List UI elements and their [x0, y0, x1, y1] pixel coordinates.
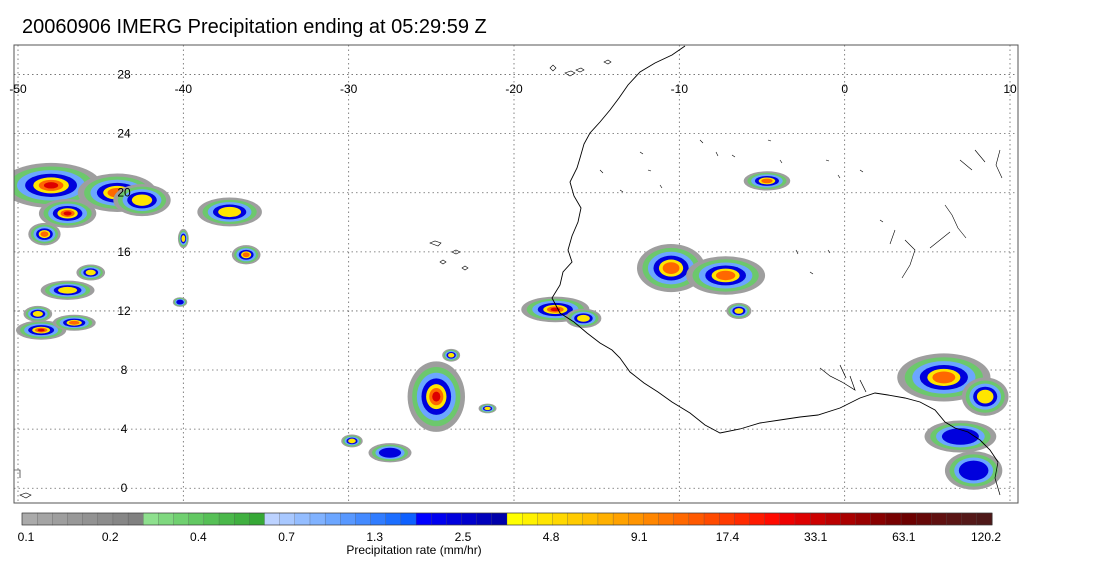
precip-cell — [442, 348, 461, 362]
precip-contour — [662, 262, 680, 274]
precip-contour — [37, 328, 45, 332]
lat-tick-label: 24 — [117, 127, 131, 141]
colorbar-tick-label: 0.1 — [18, 530, 35, 544]
precip-contour — [176, 299, 184, 305]
precip-cell — [478, 403, 497, 414]
precip-cell — [172, 297, 188, 307]
precip-contour — [68, 320, 80, 325]
precip-contour — [378, 447, 402, 458]
precip-contour — [85, 269, 96, 276]
precip-contour — [181, 235, 186, 242]
precip-contour — [32, 311, 43, 317]
precip-cell — [341, 434, 363, 448]
inland-lake-lines — [889, 149, 1003, 279]
lat-tick-label: 28 — [117, 68, 131, 82]
lat-tick-label: 0 — [121, 481, 128, 495]
africa-coastline — [14, 45, 1003, 499]
colorbar-tick-label: 4.8 — [543, 530, 560, 544]
lon-tick-label: -40 — [175, 82, 193, 96]
lon-tick-label: 10 — [1003, 82, 1017, 96]
latitude-labels: 0 4 8 12 16 20 24 28 — [117, 68, 131, 496]
graticule-grid — [14, 45, 1018, 503]
lat-tick-label: 20 — [117, 186, 131, 200]
precip-contour — [58, 286, 78, 294]
precipitation-field — [14, 162, 1009, 490]
lat-tick-label: 8 — [121, 363, 128, 377]
precip-cell — [23, 305, 53, 322]
island-outlines — [14, 59, 612, 499]
precip-cell — [14, 162, 102, 208]
precip-contour — [447, 352, 455, 358]
precip-cell — [197, 197, 262, 227]
precipitation-map: -50 -40 -30 -20 -10 0 10 0 4 8 12 16 20 24 28 — [9, 44, 1019, 504]
precip-cell — [407, 361, 465, 432]
precip-contour — [484, 406, 491, 411]
colorbar-tick-label: 0.4 — [190, 530, 207, 544]
lon-tick-label: -10 — [671, 82, 689, 96]
lon-tick-label: -20 — [505, 82, 523, 96]
precip-cell — [961, 377, 1009, 416]
lat-tick-label: 4 — [121, 422, 128, 436]
precip-cell — [177, 228, 189, 249]
west-africa-coast-line — [551, 45, 889, 434]
colorbar-tick-label: 1.3 — [366, 530, 383, 544]
colorbar-tick-label: 63.1 — [892, 530, 916, 544]
precip-cell — [231, 245, 261, 265]
lon-tick-label: -30 — [340, 82, 358, 96]
precip-cell — [565, 308, 602, 328]
precip-contour — [348, 438, 356, 444]
colorbar-tick-label: 2.5 — [455, 530, 472, 544]
precip-cell — [52, 314, 96, 331]
precip-contour — [40, 231, 49, 237]
precip-cell — [636, 244, 706, 293]
precip-contour — [131, 194, 153, 206]
colorbar-label: Precipitation rate (mm/hr) — [346, 543, 481, 557]
precip-cell — [726, 302, 752, 319]
precip-contour — [715, 270, 736, 281]
colorbar-tick-label: 120.2 — [971, 530, 1001, 544]
colorbar-tick-label: 9.1 — [631, 530, 648, 544]
longitude-labels: -50 -40 -30 -20 -10 0 10 — [9, 82, 1017, 96]
precip-contour — [941, 428, 979, 445]
precip-contour — [577, 314, 590, 322]
precip-contour — [242, 252, 250, 258]
precip-cell — [743, 171, 791, 191]
lon-tick-label: -50 — [9, 82, 27, 96]
precip-contour — [976, 389, 994, 404]
precip-cell — [28, 222, 61, 246]
colorbar-tick-label: 0.2 — [102, 530, 119, 544]
precip-cell — [368, 443, 412, 463]
nigeria-coast-line — [887, 394, 999, 463]
precip-cell — [113, 184, 171, 217]
precip-contour — [761, 178, 773, 184]
precip-cell — [16, 320, 67, 340]
precip-cell — [924, 420, 997, 453]
lon-tick-label: 0 — [841, 82, 848, 96]
precip-contour — [218, 206, 242, 218]
inland-water-specks — [599, 139, 884, 275]
map-title: 20060906 IMERG Precipitation ending at 0… — [22, 16, 487, 38]
lat-tick-label: 16 — [117, 245, 131, 259]
niger-delta-rivers — [819, 364, 1001, 496]
precip-contour — [63, 211, 72, 216]
precip-contour — [958, 460, 989, 481]
precip-cell — [944, 451, 1003, 490]
lat-tick-label: 12 — [117, 304, 131, 318]
precip-contour — [734, 308, 744, 314]
precip-cell — [38, 198, 97, 228]
precip-contour — [43, 182, 59, 189]
colorbar-tick-labels: 0.1 0.2 0.4 0.7 1.3 2.5 4.8 9.1 17.4 33.1 63.1 120.… — [18, 530, 1002, 544]
colorbar-tick-label: 33.1 — [804, 530, 828, 544]
precip-cell — [40, 280, 95, 300]
colorbar-tick-label: 0.7 — [278, 530, 295, 544]
map-frame — [13, 44, 1019, 504]
precip-cell — [76, 264, 106, 281]
precip-contour — [432, 391, 441, 402]
precip-cell — [686, 256, 766, 295]
precip-contour — [932, 371, 956, 384]
map-background — [14, 45, 1018, 503]
colorbar-tick-label: 17.4 — [716, 530, 740, 544]
precip-cell — [521, 296, 590, 323]
